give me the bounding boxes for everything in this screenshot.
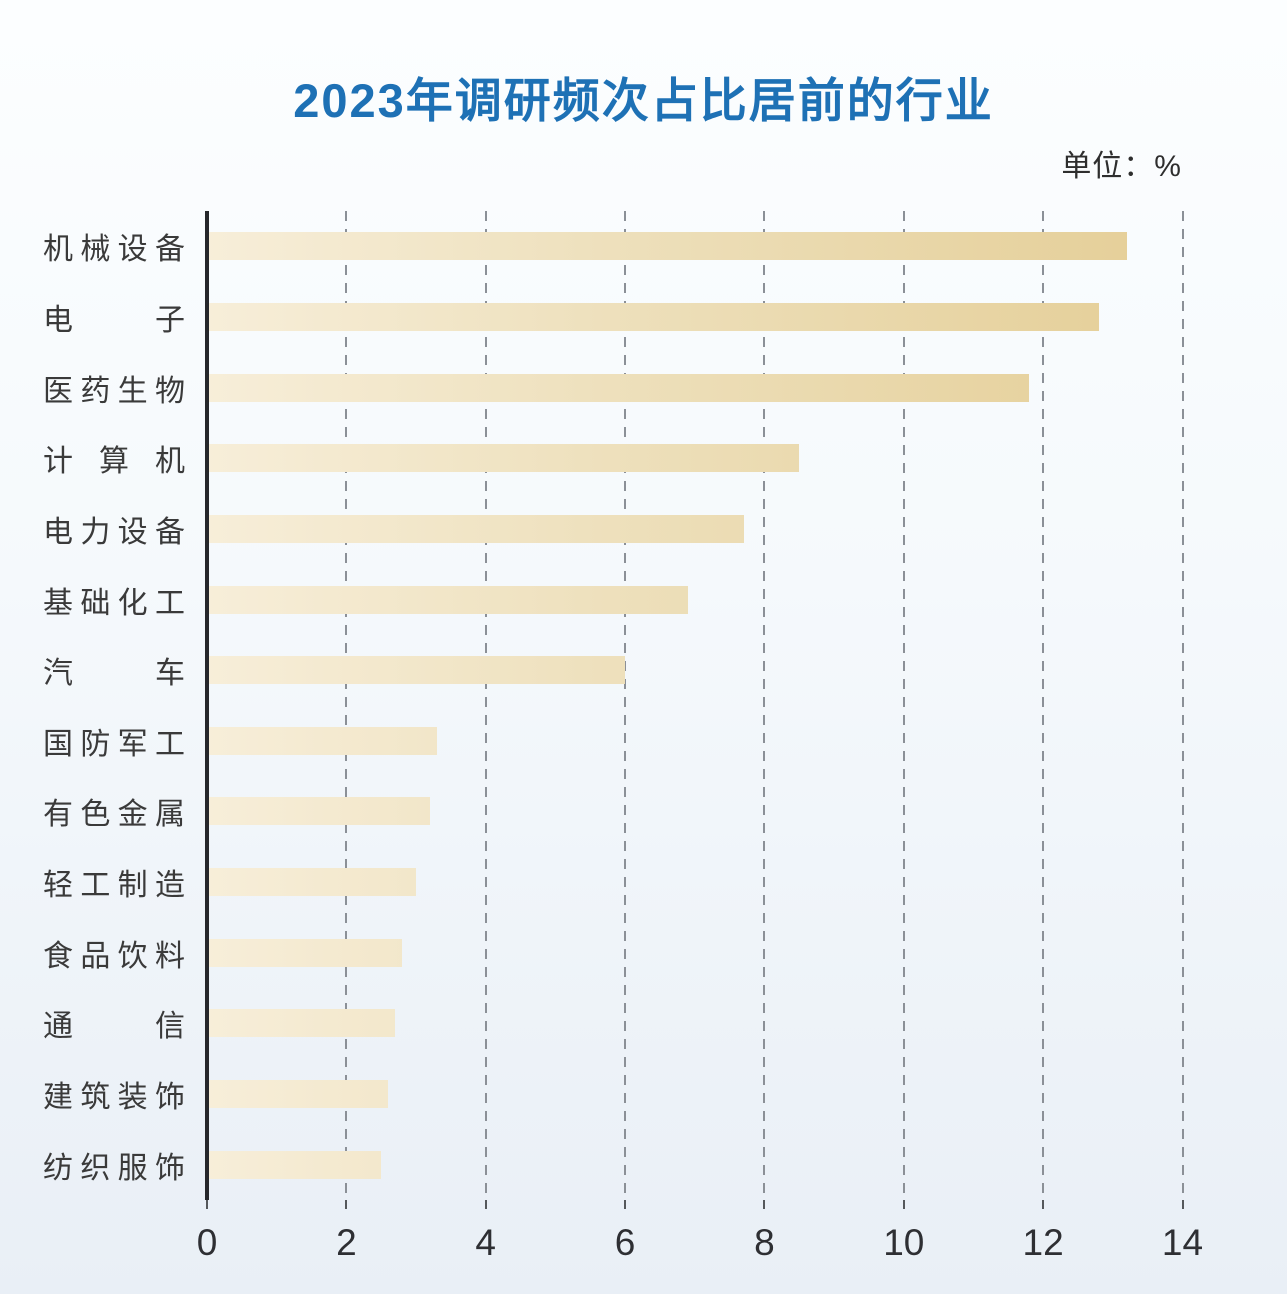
category-label: 有色金属 (43, 798, 185, 832)
bar (207, 1080, 389, 1108)
bar-track (207, 302, 1287, 331)
bar-track (207, 938, 1287, 967)
bar-row: 国防军工 (0, 705, 1287, 776)
axis-tick (484, 1200, 487, 1209)
bar-row: 医药生物 (0, 352, 1287, 423)
bar-track (207, 514, 1287, 543)
category-label: 轻工制造 (43, 869, 185, 903)
bar-row: 电力设备 (0, 494, 1287, 565)
bar-row: 有色金属 (0, 776, 1287, 847)
x-tick-label: 14 (1161, 1222, 1204, 1263)
category-label: 医药生物 (43, 374, 185, 408)
bar-track (207, 585, 1287, 614)
category-label: 计算机 (43, 445, 185, 479)
x-tick-label: 8 (754, 1222, 775, 1263)
bar-row: 纺织服饰 (0, 1129, 1287, 1200)
bar-row: 汽车 (0, 635, 1287, 706)
category-label: 汽车 (43, 657, 185, 691)
bar (207, 797, 430, 826)
bar-row: 基础化工 (0, 564, 1287, 635)
x-tick-label: 12 (1022, 1222, 1064, 1263)
x-tick-label: 0 (196, 1222, 218, 1263)
bar (207, 373, 1030, 402)
bar-track (207, 868, 1287, 897)
bar (207, 1009, 396, 1038)
bar (207, 938, 403, 967)
chart-title: 2023年调研频次占比居前的行业 (293, 74, 994, 127)
bar-rows: 机械设备电子医药生物计算机电力设备基础化工汽车国防军工有色金属轻工制造食品饮料通… (0, 211, 1287, 1200)
bar-track (207, 1150, 1287, 1179)
bar-track (207, 1080, 1287, 1108)
bar-track (207, 444, 1287, 473)
bar (207, 302, 1099, 331)
bar-row: 通信 (0, 988, 1287, 1059)
axis-tick (1181, 1200, 1184, 1209)
bar-track (207, 726, 1287, 755)
category-label: 建筑装饰 (43, 1081, 185, 1114)
axis-tick (345, 1200, 348, 1209)
axis-tick (624, 1200, 627, 1209)
x-tick-label: 2 (336, 1222, 357, 1263)
bar-track (207, 373, 1287, 402)
bar-track (207, 656, 1287, 685)
bar-row: 机械设备 (0, 211, 1287, 282)
x-tick-label: 4 (475, 1222, 496, 1263)
bar (207, 514, 744, 543)
bar (207, 868, 416, 897)
axis-tick (902, 1200, 905, 1209)
category-label: 国防军工 (43, 727, 185, 761)
bar (207, 656, 626, 685)
category-label: 机械设备 (43, 233, 185, 267)
bar (207, 444, 800, 473)
bar-row: 食品饮料 (0, 917, 1287, 988)
category-label: 食品饮料 (43, 939, 185, 973)
axis-tick (763, 1200, 766, 1209)
bar-row: 建筑装饰 (0, 1059, 1287, 1130)
x-tick-label: 10 (883, 1222, 925, 1263)
bar (207, 585, 688, 614)
x-axis-labels: 0 2 4 6 8 10 12 14 (197, 1222, 1287, 1274)
bar (207, 1150, 382, 1179)
y-axis-line (205, 211, 209, 1200)
axis-tick (206, 1200, 208, 1209)
unit-label: 单位：% (1061, 150, 1182, 183)
category-label: 电力设备 (43, 515, 185, 549)
bar-row: 计算机 (0, 423, 1287, 494)
x-axis-ticks (206, 1200, 1287, 1209)
x-tick-label: 6 (614, 1222, 636, 1263)
bar-track (207, 232, 1287, 261)
bar (207, 232, 1127, 261)
bar (207, 726, 437, 755)
category-label: 通信 (43, 1010, 185, 1044)
bar-track (207, 797, 1287, 826)
bar-row: 轻工制造 (0, 847, 1287, 918)
bar-track (207, 1009, 1287, 1038)
category-label: 电子 (43, 303, 185, 337)
category-label: 纺织服饰 (43, 1151, 185, 1185)
category-label: 基础化工 (43, 586, 185, 620)
axis-tick (1042, 1200, 1045, 1209)
bar-row: 电子 (0, 282, 1287, 353)
